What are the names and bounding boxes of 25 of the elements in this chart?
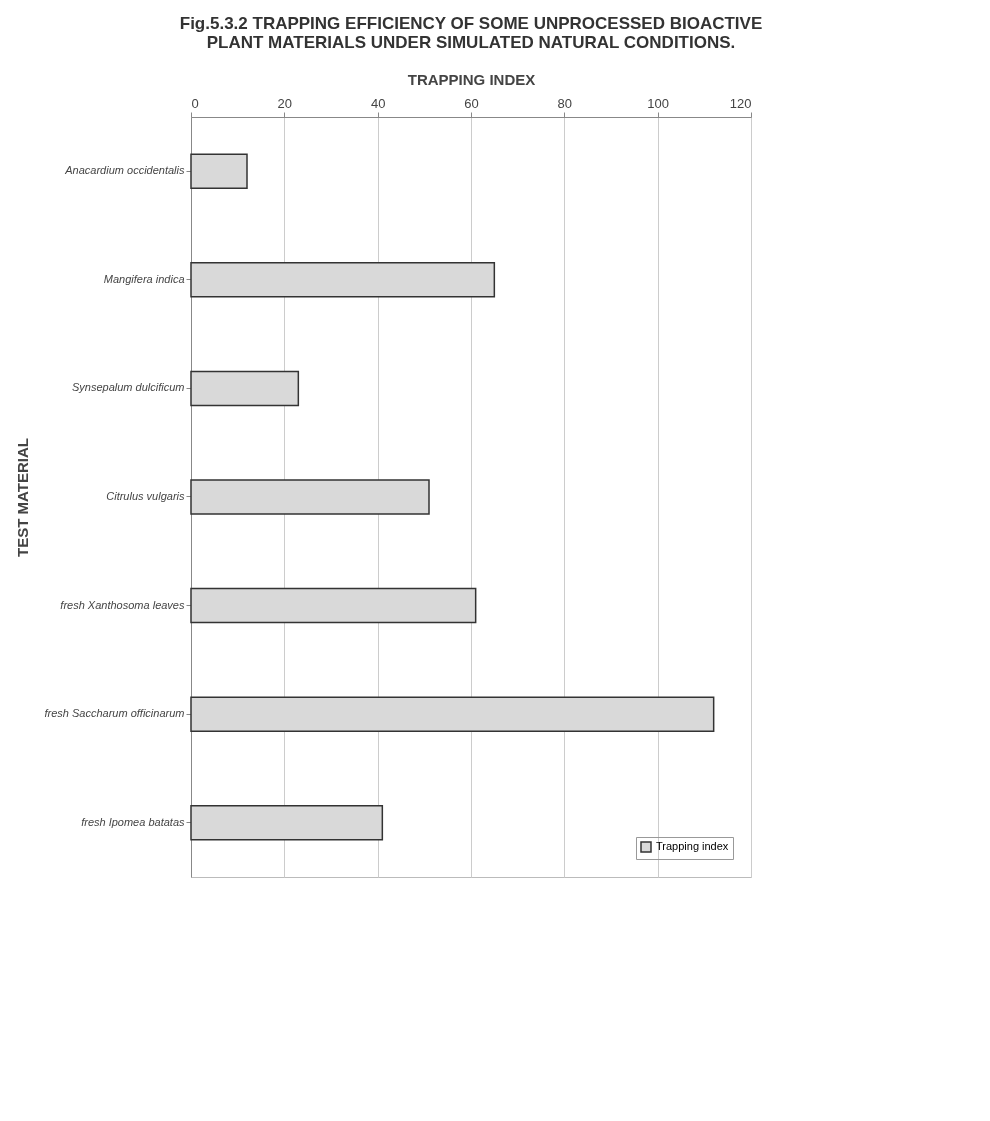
bar [190,153,248,190]
y-tick-label: fresh Xanthosoma leaves [60,598,185,611]
bar [190,370,300,407]
bar [190,696,715,732]
y-tick-label: Synsepalum dulcificum [72,381,185,394]
x-tick-label: 60 [464,95,479,111]
y-tick-label: Anacardium occidentalis [64,164,185,177]
bar [190,262,496,298]
y-tick-label: fresh Saccharum officinarum [44,707,185,720]
x-tick-label: 80 [557,95,573,111]
x-tick-label: 20 [277,95,293,111]
y-axis-title: TEST MATERIAL [13,438,31,557]
y-tick-label: Mangifera indica [103,272,185,285]
bar [190,804,384,841]
x-tick-label: 0 [191,95,199,111]
legend-label: Trapping index [656,840,729,852]
y-tick-label: fresh Ipomea batatas [81,815,185,828]
bar [190,587,477,624]
y-tick-label: Citrulus vulgaris [106,490,185,502]
x-axis-title: TRAPPING INDEX [407,70,536,88]
x-tick-label: 40 [370,95,386,111]
x-tick-label: 100 [647,95,670,111]
bar [190,479,430,515]
x-tick-label: 120 [729,95,752,111]
chart-title: Fig.5.3.2 TRAPPING EFFICIENCY OF SOME UNPROCESSED BIOACTIVE PLANT MATERIALS UNDER SIMULATED NATURAL CONDITIONS. [179,14,763,52]
